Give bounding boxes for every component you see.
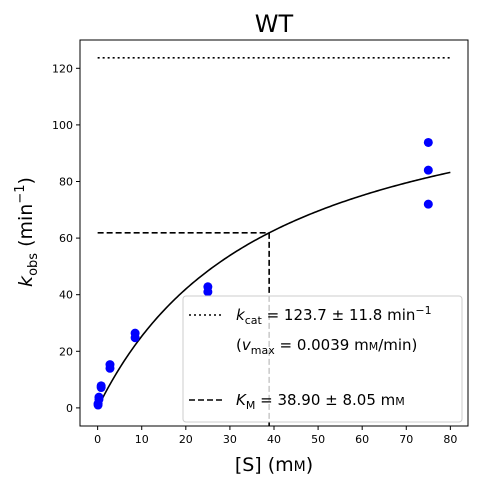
axis-ticks: 0 10 20 30 40 50 60 70 80 0 20 40 60 80 100 120 [52,62,457,446]
x-tick-label: 50 [311,433,325,446]
legend: kcat = 123.7 ± 11.8 min−1 (vmax = 0.0039… [182,295,463,423]
data-point [94,392,104,402]
fit-curve-layer [96,171,451,409]
michaelis-menten-fit-curve [96,171,451,409]
reference-lines [97,57,451,426]
y-tick-label: 80 [59,175,73,188]
x-tick-label: 10 [135,433,149,446]
data-point [423,199,433,209]
x-axis-label: [S] (mM) [235,454,313,476]
x-tick-label: 20 [179,433,193,446]
legend-vmax-label: (vmax = 0.0039 mM/min) [236,336,417,357]
legend-km-label: KM = 38.90 ± 8.05 mM [236,391,405,412]
y-tick-label: 40 [59,289,73,302]
data-point [203,282,213,292]
data-point [130,328,140,338]
chart-title: WT [255,10,294,38]
data-point [423,165,433,175]
y-axis-label: kobs (min−1) [13,177,41,287]
y-tick-label: 60 [59,232,73,245]
x-tick-label: 60 [355,433,369,446]
y-tick-label: 20 [59,345,73,358]
legend-kcat-label: kcat = 123.7 ± 11.8 min−1 [236,304,432,327]
data-point [105,360,115,370]
legend-box [182,295,463,423]
plot-frame [79,39,469,427]
x-tick-label: 0 [94,433,101,446]
x-tick-label: 70 [399,433,413,446]
data-points [93,137,433,410]
data-point [96,381,106,391]
data-point [423,137,433,147]
x-tick-label: 40 [267,433,281,446]
x-tick-label: 80 [443,433,457,446]
y-tick-label: 100 [52,119,73,132]
y-tick-label: 120 [52,62,73,75]
y-tick-label: 0 [66,402,73,415]
x-tick-label: 30 [223,433,237,446]
